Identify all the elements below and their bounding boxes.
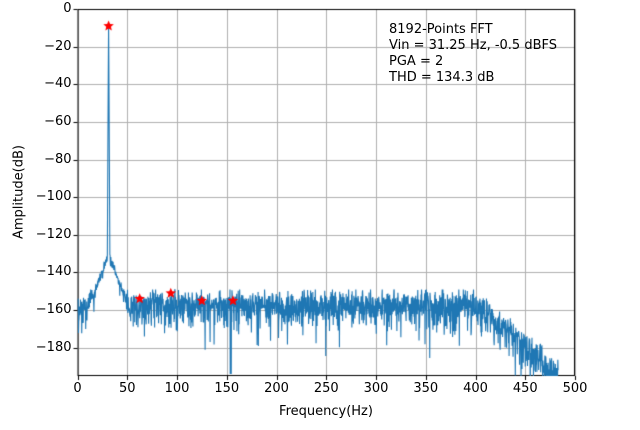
x-tick-label: 250 (313, 381, 339, 396)
annotation-line-vin: Vin = 31.25 Hz, -0.5 dBFS (389, 38, 557, 53)
x-tick-label: 350 (413, 381, 439, 396)
x-tick-label: 400 (463, 381, 488, 396)
annotation-line-pga: PGA = 2 (389, 54, 444, 69)
y-tick-label: −40 (44, 76, 72, 92)
x-tick-label: 100 (164, 381, 190, 396)
annotation-text: 8192-Points FFT Vin = 31.25 Hz, -0.5 dBF… (389, 22, 557, 86)
x-tick-label: 450 (512, 381, 538, 396)
annotation-line-thd: THD = 134.3 dB (389, 70, 495, 85)
y-tick-label: −160 (35, 302, 72, 318)
y-tick-label: 0 (63, 1, 72, 16)
x-tick-label: 500 (562, 381, 588, 396)
x-tick-label: 50 (118, 381, 136, 396)
y-tick-label: −20 (44, 38, 72, 54)
y-tick-label: −120 (35, 226, 72, 242)
y-tick-label: −60 (44, 113, 72, 129)
x-tick-label: 0 (73, 381, 82, 396)
y-tick-label: −80 (44, 151, 72, 167)
y-tick-label: −140 (35, 264, 72, 280)
annotation-line-fft-points: 8192-Points FFT (389, 22, 493, 37)
x-tick-label: 150 (214, 381, 240, 396)
x-axis-label: Frequency(Hz) (279, 404, 373, 419)
y-tick-label: −180 (35, 339, 72, 355)
x-tick-label: 200 (264, 381, 289, 396)
x-tick-label: 300 (363, 381, 389, 396)
y-tick-label: −100 (35, 189, 72, 205)
